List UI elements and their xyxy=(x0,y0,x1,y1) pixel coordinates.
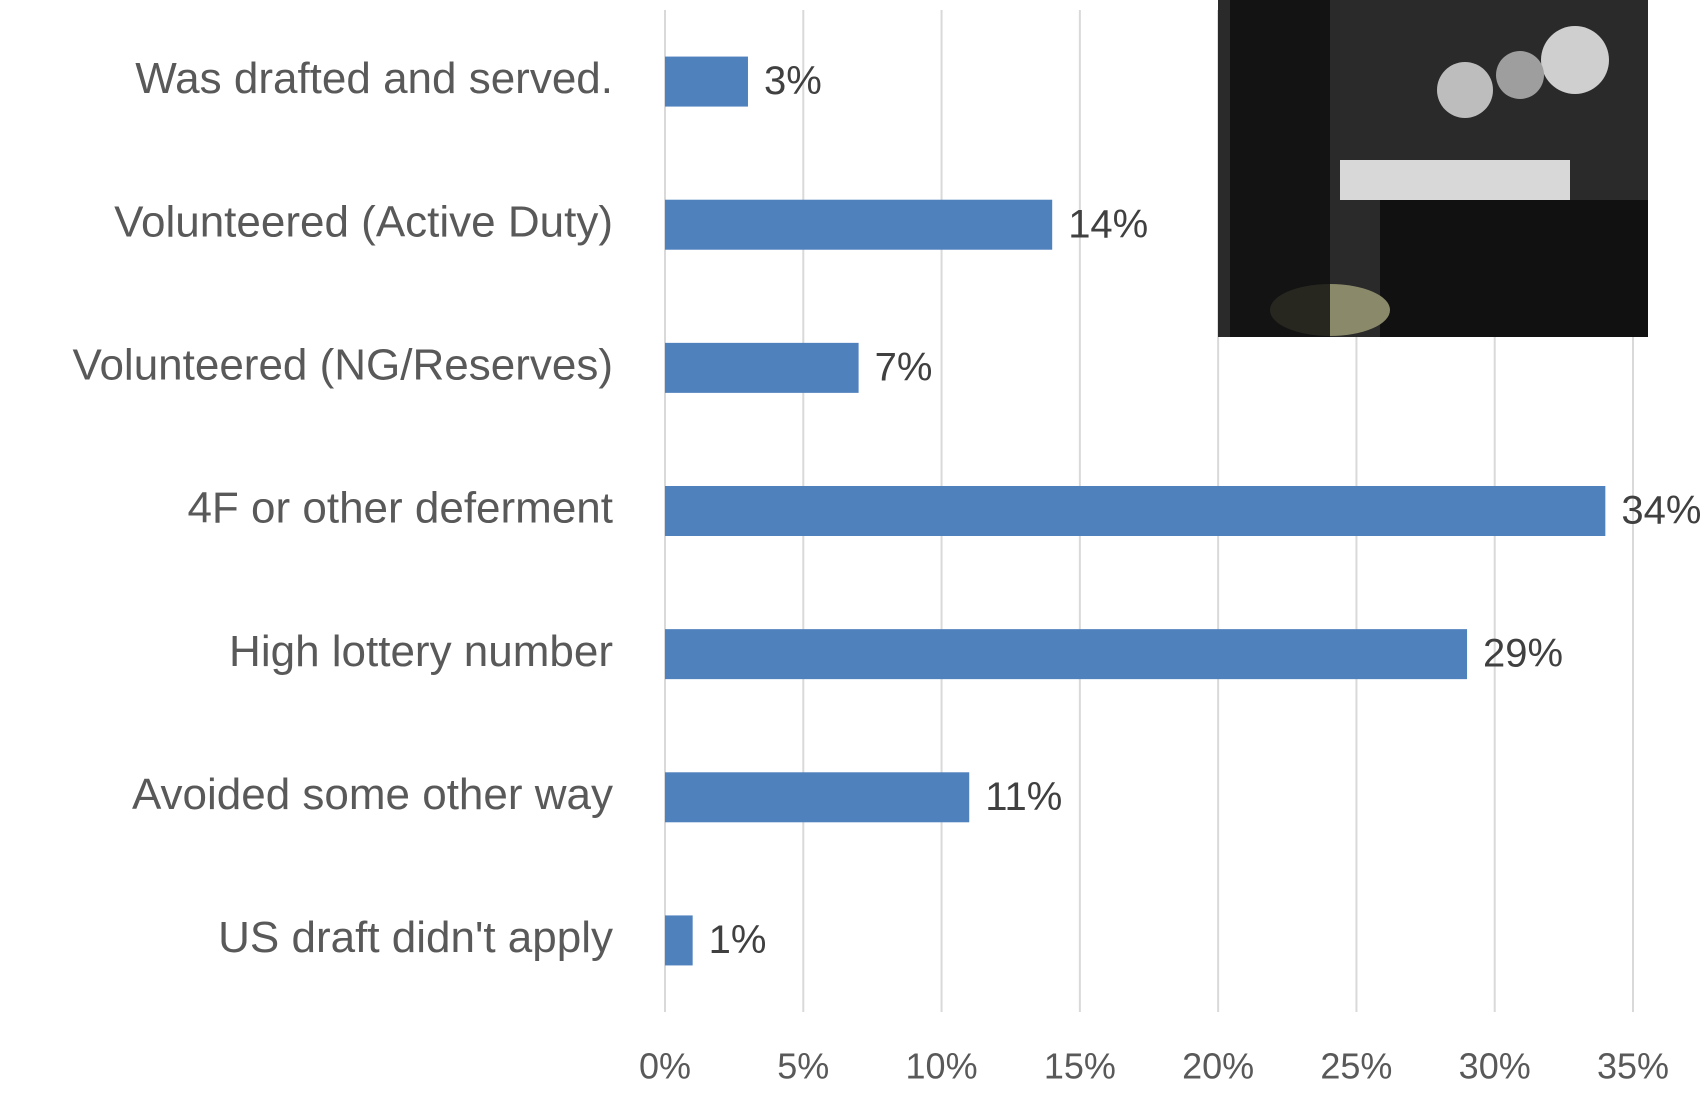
bar xyxy=(665,200,1052,250)
x-tick-label: 35% xyxy=(1597,1046,1669,1087)
x-tick-label: 15% xyxy=(1044,1046,1116,1087)
chart: 0% 5% 10% 15% 20% 25% 30% 35% Was drafted and se… xyxy=(0,0,1708,1103)
y-tick-label: Volunteered (Active Duty) xyxy=(114,197,613,246)
photo-table xyxy=(1340,160,1570,200)
x-tick-label: 5% xyxy=(777,1046,829,1087)
value-label: 34% xyxy=(1621,489,1701,533)
y-tick-label: Avoided some other way xyxy=(132,770,613,819)
value-label: 11% xyxy=(985,775,1062,819)
bar xyxy=(665,343,859,393)
value-label: 3% xyxy=(764,59,822,103)
photo xyxy=(1218,0,1648,337)
y-tick-label: Volunteered (NG/Reserves) xyxy=(73,340,613,389)
y-tick-label: US draft didn't apply xyxy=(218,913,613,962)
photo-figure xyxy=(1230,0,1330,337)
bar xyxy=(665,629,1467,679)
value-label: 14% xyxy=(1068,202,1148,246)
x-tick-label: 30% xyxy=(1459,1046,1531,1087)
photo-face xyxy=(1437,62,1493,118)
value-label: 7% xyxy=(875,345,933,389)
photo-desk xyxy=(1380,200,1648,337)
y-tick-label: High lottery number xyxy=(229,627,613,676)
value-label: 1% xyxy=(709,918,767,962)
y-tick-label: 4F or other deferment xyxy=(187,484,613,533)
x-tick-label: 25% xyxy=(1320,1046,1392,1087)
x-tick-label: 20% xyxy=(1182,1046,1254,1087)
x-tick-label: 0% xyxy=(639,1046,691,1087)
photo-face xyxy=(1496,51,1544,99)
photo-face xyxy=(1541,26,1609,94)
value-label: 29% xyxy=(1483,632,1563,676)
x-tick-label: 10% xyxy=(906,1046,978,1087)
page: {"chart_data": {"type": "bar", "orientat… xyxy=(0,0,1708,1103)
bar xyxy=(665,486,1605,536)
y-tick-label: Was drafted and served. xyxy=(135,54,613,103)
bar xyxy=(665,57,748,107)
bar xyxy=(665,915,693,965)
bar xyxy=(665,772,969,822)
